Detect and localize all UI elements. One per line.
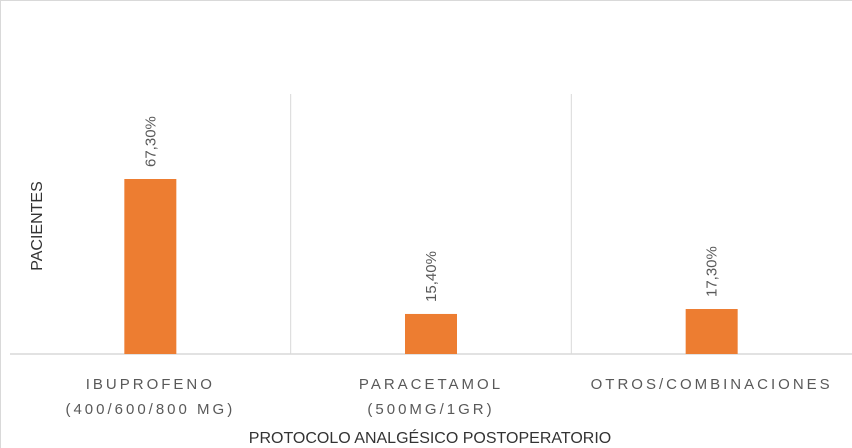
bar [405, 313, 457, 354]
category-label: PARACETAMOL [359, 376, 503, 393]
data-label: 17,30% [704, 246, 721, 297]
category-label: IBUPROFENO [86, 376, 215, 393]
bars-group [124, 179, 738, 354]
x-axis-title: PROTOCOLO ANALGÉSICO POSTOPERATORIO [249, 428, 611, 447]
data-label: 15,40% [423, 251, 440, 302]
category-labels-group: IBUPROFENO (400/600/800 MG) PARACETAMOL (50… [65, 376, 833, 418]
bar [124, 179, 177, 354]
category-separators [290, 94, 572, 354]
data-label: 67,30% [142, 116, 159, 167]
category-label: (500MG/1GR) [367, 401, 494, 418]
y-axis-title: PACIENTES [29, 181, 46, 271]
category-label: (400/600/800 MG) [65, 401, 235, 418]
bar [685, 309, 738, 354]
data-labels-group: 67,30% 15,40% 17,30% [142, 116, 720, 302]
category-label: OTROS/COMBINACIONES [591, 376, 833, 393]
